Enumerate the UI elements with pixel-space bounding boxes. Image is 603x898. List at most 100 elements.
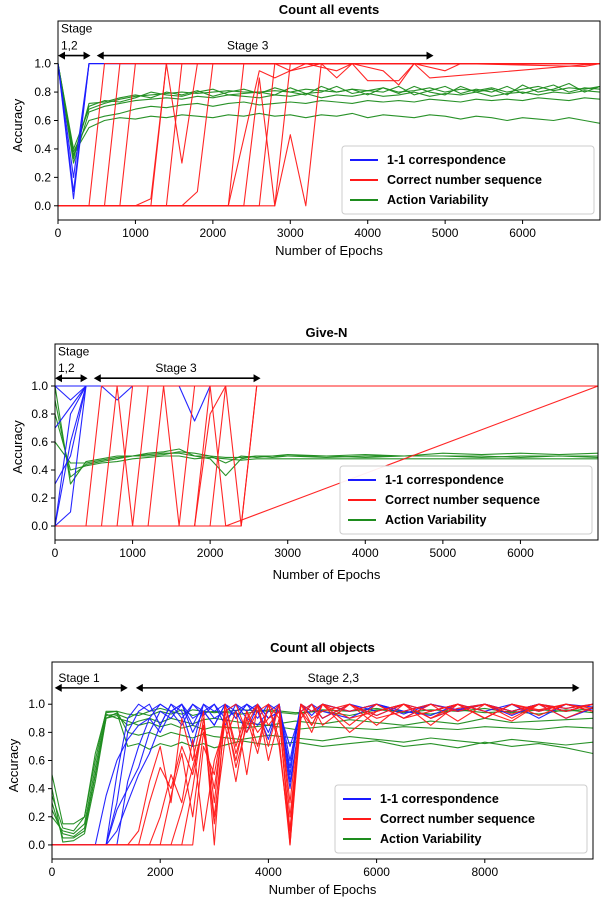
y-axis-label: Accuracy: [10, 420, 25, 474]
x-tick-label: 4000: [352, 546, 379, 560]
series-line-action-variability-16: [58, 63, 600, 157]
x-tick-label: 4000: [354, 226, 381, 240]
y-tick-label: 0.4: [31, 463, 48, 477]
x-tick-label: 6000: [509, 226, 536, 240]
x-tick-label: 6000: [507, 546, 534, 560]
x-tick-label: 0: [52, 546, 59, 560]
arrowhead-right: [426, 51, 434, 60]
y-tick-label: 0.4: [34, 142, 51, 156]
y-tick-label: 0.6: [28, 754, 45, 768]
chart-title: Give-N: [306, 325, 348, 340]
series-line-correct-number-sequence-12: [52, 703, 593, 846]
series-line-action-variability-20: [58, 63, 600, 160]
arrowhead-left: [96, 51, 104, 60]
stage-annotation: Stage: [61, 22, 93, 36]
stage-arrow: [55, 374, 88, 383]
stage-annotation: 1,2: [58, 361, 75, 375]
stage-annotation: 1,2: [61, 39, 78, 53]
x-tick-label: 0: [49, 865, 56, 879]
stage-arrow: [54, 683, 128, 692]
stage-annotation: Stage 3: [227, 39, 269, 53]
legend: 1-1 correspondence Correct number sequenc…: [341, 145, 595, 215]
series-line-action-variability-16: [55, 385, 598, 485]
arrowhead-right: [120, 683, 128, 692]
x-tick-label: 5000: [430, 546, 457, 560]
series-line-1-1-correspondence-1: [55, 385, 598, 429]
x-tick-label: 6000: [363, 865, 390, 879]
legend-entry: Correct number sequence: [387, 173, 542, 187]
series-line-action-variability-19: [55, 441, 598, 464]
arrowhead-left: [55, 374, 62, 383]
legend: 1-1 correspondence Correct number sequenc…: [339, 465, 593, 535]
arrowhead-left: [135, 683, 143, 692]
legend-entry: Correct number sequence: [380, 812, 535, 826]
legend-entry: Correct number sequence: [385, 493, 540, 507]
series-line-action-variability-18: [55, 413, 598, 471]
series-line-action-variability-17: [52, 710, 593, 832]
y-axis-label: Accuracy: [10, 98, 25, 152]
series-line-1-1-correspondence-0: [55, 385, 598, 401]
y-tick-label: 0.2: [28, 810, 45, 824]
legend-box: [341, 145, 595, 215]
series-line-action-variability-17: [55, 399, 598, 478]
x-tick-label: 0: [55, 226, 62, 240]
x-tick-label: 2000: [200, 226, 227, 240]
chart-panel-3: Count all objects 0.0 0.2 0.4 0.6 0.8 1.0 0 2000…: [6, 640, 594, 897]
series-line-action-variability-16: [52, 713, 593, 835]
arrowhead-left: [58, 51, 65, 60]
y-tick-label: 0.2: [34, 170, 51, 184]
stage-arrow: [96, 51, 434, 60]
y-tick-label: 0.0: [28, 838, 45, 852]
series-line-correct-number-sequence-11: [52, 703, 593, 846]
stage-arrow: [58, 51, 91, 60]
series-line-correct-number-sequence-14: [58, 63, 600, 207]
arrowhead-right: [83, 51, 91, 60]
y-tick-label: 1.0: [28, 697, 45, 711]
legend-entry: 1-1 correspondence: [380, 792, 499, 806]
series-line-action-variability-18: [52, 712, 593, 838]
y-tick-label: 0.8: [31, 407, 48, 421]
y-tick-label: 0.2: [31, 491, 48, 505]
legend-box: [339, 465, 593, 535]
series-line-correct-number-sequence-12: [58, 63, 600, 207]
x-axis-label: Number of Epochs: [275, 243, 383, 258]
x-tick-label: 3000: [274, 546, 301, 560]
y-tick-label: 1.0: [31, 379, 48, 393]
arrowhead-left: [54, 683, 62, 692]
y-axis-label: Accuracy: [6, 738, 21, 792]
stage-arrow: [135, 683, 580, 692]
series-group: [58, 63, 600, 207]
y-tick-label: 0.6: [34, 114, 51, 128]
legend-entry: Action Variability: [385, 513, 486, 527]
series-line-correct-number-sequence-10: [52, 703, 593, 846]
legend-entry: Action Variability: [380, 832, 481, 846]
stage-annotation: Stage 3: [155, 361, 197, 375]
series-line-action-variability-19: [58, 63, 600, 156]
x-tick-label: 5000: [432, 226, 459, 240]
stage-annotation: Stage 1: [58, 671, 100, 685]
stage-annotation: Stage 2,3: [308, 671, 360, 685]
x-tick-label: 2000: [197, 546, 224, 560]
x-tick-label: 2000: [147, 865, 174, 879]
series-line-action-variability-18: [58, 63, 600, 153]
chart-title: Count all objects: [270, 640, 375, 655]
legend-entry: 1-1 correspondence: [385, 473, 504, 487]
arrowhead-left: [93, 374, 101, 383]
arrowhead-right: [80, 374, 88, 383]
stage-annotation: Stage: [58, 344, 90, 358]
series-group: [52, 703, 593, 846]
y-tick-label: 0.8: [28, 725, 45, 739]
x-axis-label: Number of Epochs: [269, 882, 377, 897]
series-line-action-variability-15: [58, 63, 600, 150]
x-tick-label: 1000: [122, 226, 149, 240]
chart-panel-1: Count all events 0.0 0.2 0.4 0.6 0.8 1.0 0 1000 2…: [10, 2, 601, 258]
series-line-1-1-correspondence-7: [55, 385, 598, 422]
y-tick-label: 0.4: [28, 782, 45, 796]
chart-title: Count all events: [279, 2, 379, 17]
stage-arrow: [93, 374, 261, 383]
series-line-correct-number-sequence-15: [55, 385, 598, 527]
x-tick-label: 8000: [471, 865, 498, 879]
arrowhead-right: [572, 683, 580, 692]
arrowhead-right: [253, 374, 261, 383]
